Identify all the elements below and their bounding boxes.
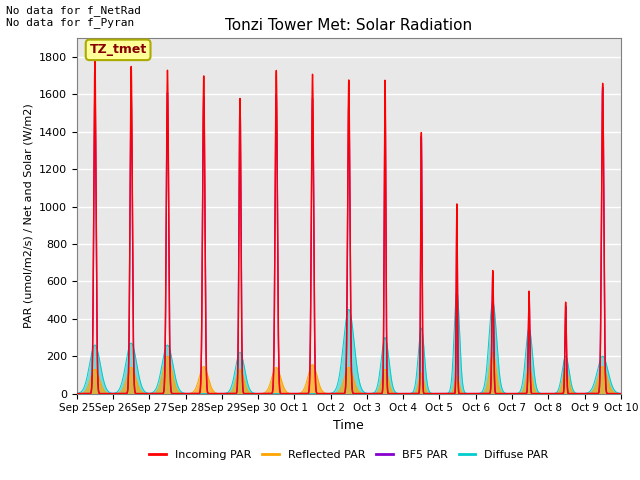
Text: TZ_tmet: TZ_tmet xyxy=(90,43,147,56)
X-axis label: Time: Time xyxy=(333,419,364,432)
Legend: Incoming PAR, Reflected PAR, BF5 PAR, Diffuse PAR: Incoming PAR, Reflected PAR, BF5 PAR, Di… xyxy=(145,445,553,464)
Y-axis label: PAR (umol/m2/s) / Net and Solar (W/m2): PAR (umol/m2/s) / Net and Solar (W/m2) xyxy=(24,104,33,328)
Text: No data for f_NetRad
No data for f_Pyran: No data for f_NetRad No data for f_Pyran xyxy=(6,5,141,28)
Title: Tonzi Tower Met: Solar Radiation: Tonzi Tower Met: Solar Radiation xyxy=(225,18,472,33)
